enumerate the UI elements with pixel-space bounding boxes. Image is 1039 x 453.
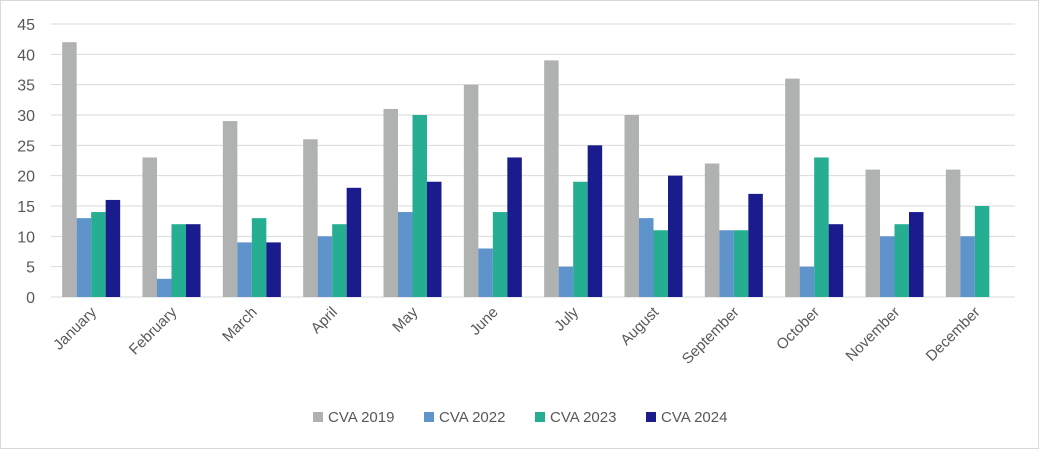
bar-cva-2023 (171, 224, 186, 297)
bar-cva-2019 (544, 60, 559, 298)
legend-swatch (535, 412, 545, 422)
x-tick-label: September (679, 304, 743, 368)
bar-cva-2024 (748, 193, 763, 297)
bar-cva-2023 (894, 224, 909, 297)
bar-cva-2019 (383, 108, 398, 297)
bar-cva-2022 (317, 236, 333, 297)
bar-cva-2023 (332, 224, 347, 297)
bar-cva-2024 (828, 224, 844, 297)
x-tick-label: December (923, 304, 984, 365)
bar-cva-2024 (186, 224, 201, 297)
x-tick-label: November (842, 304, 903, 365)
bar-cva-2019 (222, 121, 238, 297)
bar-cva-2022 (880, 236, 895, 297)
bar-cva-2024 (427, 181, 442, 297)
y-tick-label: 20 (17, 169, 35, 186)
bar-cva-2019 (785, 78, 800, 297)
bar-cva-2022 (398, 212, 413, 297)
bar-cva-2024 (668, 175, 683, 297)
legend-swatch (424, 412, 434, 422)
y-tick-label: 5 (26, 260, 35, 277)
y-tick-label: 0 (26, 290, 35, 307)
bar-cva-2022 (237, 242, 252, 297)
bar-cva-2024 (507, 157, 522, 297)
legend-label: CVA 2024 (661, 409, 727, 426)
bar-cva-2019 (62, 42, 77, 298)
bar-cva-2023 (653, 230, 668, 297)
legend-label: CVA 2019 (328, 409, 394, 426)
bar-cva-2022 (558, 266, 574, 297)
bar-cva-2024 (266, 242, 281, 297)
x-tick-label: October (773, 304, 823, 354)
legend-label: CVA 2023 (550, 409, 616, 426)
bar-cva-2024 (105, 199, 121, 297)
bar-cva-2024 (346, 187, 362, 297)
x-tick-label: July (551, 303, 582, 334)
x-tick-label: February (126, 303, 181, 358)
bar-cva-2024 (587, 145, 603, 297)
bar-cva-2019 (624, 115, 639, 297)
x-tick-label: June (467, 304, 502, 339)
legend-swatch (646, 412, 656, 422)
x-tick-label: March (219, 304, 260, 345)
x-tick-label: January (50, 303, 100, 353)
bar-cva-2019 (865, 169, 880, 297)
bar-cva-2019 (704, 163, 720, 297)
bar-cva-2022 (76, 218, 92, 297)
bar-cva-2023 (492, 212, 508, 297)
bar-cva-2022 (960, 236, 975, 297)
bar-cva-2022 (478, 248, 493, 297)
y-tick-label: 25 (17, 138, 35, 155)
bar-cva-2023 (251, 218, 267, 297)
bar-cva-2019 (945, 169, 961, 297)
x-tick-label: May (389, 303, 421, 335)
bar-cva-2019 (303, 139, 318, 297)
bar-cva-2022 (719, 230, 734, 297)
legend-swatch (313, 412, 323, 422)
legend-label: CVA 2022 (439, 409, 505, 426)
y-tick-label: 15 (17, 199, 35, 216)
bar-cva-2019 (463, 84, 479, 298)
bar-cva-2019 (142, 157, 157, 297)
bar-cva-2022 (639, 218, 654, 297)
bar-cva-2024 (909, 212, 924, 297)
y-tick-label: 35 (17, 78, 35, 95)
y-tick-label: 10 (17, 229, 35, 246)
y-tick-label: 40 (17, 47, 35, 64)
bar-cva-2023 (814, 157, 829, 297)
bar-cva-2023 (733, 230, 749, 297)
bar-cva-2022 (799, 266, 815, 297)
bar-cva-2023 (573, 181, 588, 297)
bar-cva-2023 (91, 212, 106, 297)
bar-cva-2023 (974, 206, 990, 297)
bar-cva-2023 (412, 115, 427, 297)
y-tick-label: 30 (17, 108, 35, 125)
x-tick-label: August (617, 303, 663, 349)
y-tick-label: 45 (17, 17, 35, 34)
bar-cva-2022 (157, 278, 172, 297)
x-tick-label: April (308, 304, 341, 337)
